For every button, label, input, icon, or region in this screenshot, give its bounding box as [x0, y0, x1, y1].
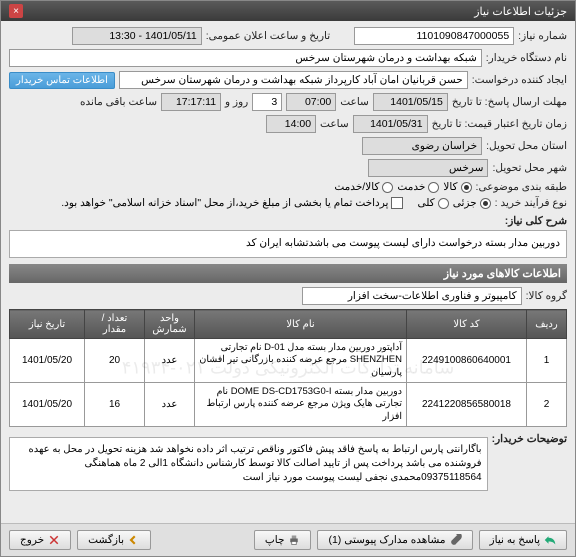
titlebar: جزئیات اطلاعات نیاز ×	[1, 1, 575, 21]
attachments-button[interactable]: مشاهده مدارک پیوستی (1)	[317, 530, 472, 550]
province-field: خراسان رضوی	[362, 137, 482, 155]
table-header: ردیف	[527, 310, 567, 339]
deadline-date: 1401/05/15	[373, 93, 448, 111]
remaining-label: ساعت باقی مانده	[80, 96, 157, 108]
table-cell: دوربین مدار بسته DOME DS-CD1753G0-I نام …	[195, 383, 407, 427]
notes-box: باگارانتی پارس ارتباط به پاسخ فاقد پیش ف…	[9, 437, 488, 491]
table-row: 12249100860640001آداپتور دوربین مدار بست…	[10, 339, 567, 383]
attachment-icon	[450, 534, 462, 546]
table-cell: 16	[85, 383, 145, 427]
need-no-label: شماره نیاز:	[518, 30, 567, 42]
time-label-1: ساعت	[340, 96, 369, 108]
cat-service-radio[interactable]: خدمت	[397, 181, 439, 193]
table-header: تعداد / مقدار	[85, 310, 145, 339]
respond-button[interactable]: پاسخ به نیاز	[479, 530, 567, 550]
days-label: روز و	[225, 96, 248, 108]
table-cell: 2	[527, 383, 567, 427]
table-cell: عدد	[145, 383, 195, 427]
treasury-checkbox[interactable]: پرداخت تمام یا بخشی از مبلغ خرید،از محل …	[61, 197, 403, 209]
desc-box: دوربین مدار بسته درخواست دارای لیست پیوس…	[9, 230, 567, 258]
city-field: سرخس	[368, 159, 488, 177]
table-cell: 1401/05/20	[10, 383, 85, 427]
validity-date: 1401/05/31	[353, 115, 428, 133]
buy-type-label: نوع فرآیند خرید :	[495, 197, 567, 209]
radio-icon	[382, 182, 393, 193]
checkbox-icon	[391, 197, 403, 209]
back-button[interactable]: بازگشت	[77, 530, 151, 550]
print-icon	[288, 534, 300, 546]
creator-field: حسن قربانیان امان آباد کارپرداز شبکه بهد…	[119, 71, 468, 89]
table-header: نام کالا	[195, 310, 407, 339]
table-cell: 1401/05/20	[10, 339, 85, 383]
days-field: 3	[252, 93, 282, 111]
group-field: کامپیوتر و فناوری اطلاعات-سخت افزار	[302, 287, 522, 305]
buyer-field: شبکه بهداشت و درمان شهرستان سرخس	[9, 49, 482, 67]
creator-label: ایجاد کننده درخواست:	[472, 74, 567, 86]
content-area: شماره نیاز: 1101090847000055 تاریخ و ساع…	[1, 21, 575, 523]
cat-both-radio[interactable]: کالا/خدمت	[334, 181, 393, 193]
exit-button[interactable]: خروج	[9, 530, 71, 550]
reply-icon	[544, 534, 556, 546]
validity-time: 14:00	[266, 115, 316, 133]
radio-icon	[438, 198, 449, 209]
contact-buyer-button[interactable]: اطلاعات تماس خریدار	[9, 72, 115, 89]
print-button[interactable]: چاپ	[254, 530, 312, 550]
remaining-field: 17:17:11	[161, 93, 221, 111]
table-row: 22241220856580018دوربین مدار بسته DOME D…	[10, 383, 567, 427]
announce-field: 1401/05/11 - 13:30	[72, 27, 202, 45]
table-header: واحد شمارش	[145, 310, 195, 339]
category-label: طبقه بندی موضوعی:	[476, 181, 567, 193]
deadline-label: مهلت ارسال پاسخ: تا تاریخ	[452, 96, 567, 108]
radio-icon	[480, 198, 491, 209]
desc-label: شرح کلی نیاز:	[9, 215, 567, 227]
group-label: گروه کالا:	[526, 290, 567, 302]
announce-label: تاریخ و ساعت اعلان عمومی:	[206, 30, 330, 42]
table-cell: 2249100860640001	[407, 339, 527, 383]
buy-all-radio[interactable]: کلی	[417, 197, 448, 209]
buy-partial-radio[interactable]: جزئی	[453, 197, 491, 209]
back-icon	[128, 534, 140, 546]
notes-label: توضیحات خریدار:	[492, 433, 567, 445]
table-header: کد کالا	[407, 310, 527, 339]
items-section-header: اطلاعات کالاهای مورد نیاز	[9, 264, 567, 283]
items-table: ردیفکد کالانام کالاواحد شمارشتعداد / مقد…	[9, 309, 567, 427]
table-cell: آداپتور دوربین مدار بسته مدل D-01 نام تج…	[195, 339, 407, 383]
need-no-field: 1101090847000055	[354, 27, 514, 45]
cat-goods-radio[interactable]: کالا	[443, 181, 471, 193]
table-wrapper: ردیفکد کالانام کالاواحد شمارشتعداد / مقد…	[9, 309, 567, 427]
table-cell: عدد	[145, 339, 195, 383]
table-cell: 2241220856580018	[407, 383, 527, 427]
window-title: جزئیات اطلاعات نیاز	[474, 5, 567, 18]
exit-icon	[48, 534, 60, 546]
radio-icon	[461, 182, 472, 193]
validity-label: زمان تاریخ اعتبار قیمت: تا تاریخ	[432, 118, 567, 130]
deadline-time: 07:00	[286, 93, 336, 111]
footer: پاسخ به نیاز مشاهده مدارک پیوستی (1) چاپ…	[1, 523, 575, 556]
table-cell: 20	[85, 339, 145, 383]
table-cell: 1	[527, 339, 567, 383]
province-label: استان محل تحویل:	[486, 140, 567, 152]
table-header: تاریخ نیاز	[10, 310, 85, 339]
close-icon[interactable]: ×	[9, 4, 23, 18]
radio-icon	[428, 182, 439, 193]
time-label-2: ساعت	[320, 118, 349, 130]
buyer-label: نام دستگاه خریدار:	[486, 52, 567, 64]
city-label: شهر محل تحویل:	[492, 162, 567, 174]
dialog-window: جزئیات اطلاعات نیاز × شماره نیاز: 110109…	[0, 0, 576, 557]
